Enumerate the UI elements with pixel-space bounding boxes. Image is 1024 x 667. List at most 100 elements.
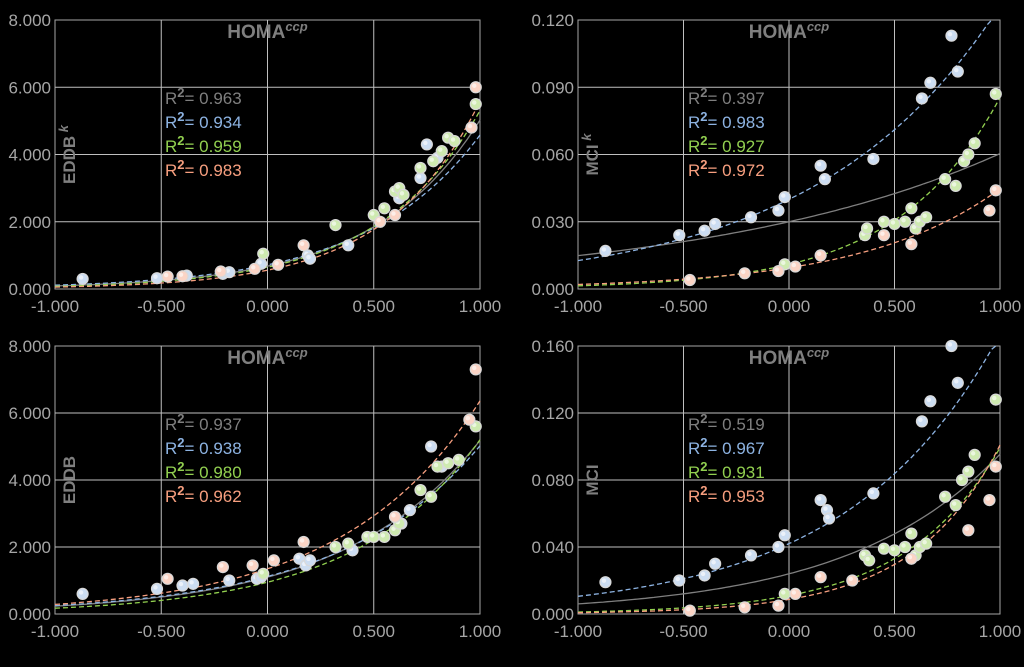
- data-point-highlight: [861, 551, 866, 557]
- data-point-highlight: [395, 184, 400, 189]
- data-point-highlight: [248, 561, 254, 567]
- fit-curve-green: [54, 110, 481, 287]
- data-point-highlight: [391, 513, 396, 518]
- data-point-highlight: [740, 603, 746, 608]
- x-tick-label: 0.000: [768, 297, 811, 316]
- data-point-highlight: [816, 496, 822, 501]
- data-point-highlight: [391, 526, 396, 531]
- data-point-highlight: [217, 267, 222, 273]
- r-squared-label-green: R2= 0.959: [165, 133, 242, 156]
- y-tick-label: 0.000: [8, 280, 51, 299]
- data-point-highlight: [970, 139, 976, 144]
- data-point-highlight: [295, 555, 301, 560]
- data-point-highlight: [331, 543, 337, 548]
- x-tick-label: 0.500: [352, 297, 395, 316]
- data-point-highlight: [907, 555, 913, 560]
- x-tick-label: -0.500: [659, 297, 707, 316]
- data-point-highlight: [380, 204, 386, 209]
- y-tick-label: 0.000: [531, 605, 574, 624]
- data-point-highlight: [78, 590, 84, 595]
- data-point-highlight: [922, 213, 927, 218]
- r-squared-label-orange: R2= 0.962: [165, 483, 242, 506]
- data-point-highlight: [78, 275, 84, 280]
- data-point-highlight: [791, 262, 797, 268]
- data-point-highlight: [450, 137, 456, 142]
- data-point-highlight: [406, 506, 411, 511]
- chart-title-text: HOMA: [227, 22, 285, 43]
- data-point-highlight: [880, 231, 885, 236]
- y-tick-label: 0.120: [531, 11, 574, 30]
- r-squared-label-green: R2= 0.931: [688, 459, 765, 482]
- r-squared-label-blue: R2= 0.934: [165, 109, 242, 132]
- data-point-highlight: [274, 261, 279, 266]
- r-squared-label-green: R2= 0.927: [688, 133, 765, 156]
- data-point-highlight: [178, 272, 184, 277]
- data-point-highlight: [700, 227, 706, 232]
- chart-title-text: HOMA: [749, 22, 807, 43]
- data-point-highlight: [781, 260, 786, 266]
- y-axis-label: MCI k: [579, 133, 602, 176]
- data-point-highlight: [299, 241, 305, 246]
- data-point-highlight: [225, 576, 230, 582]
- data-point-highlight: [863, 224, 868, 230]
- data-point-highlight: [781, 531, 786, 536]
- x-tick-label: -0.500: [137, 622, 185, 641]
- y-tick-label: 8.000: [8, 337, 51, 356]
- chart-title-text: HOMA: [227, 348, 285, 369]
- data-point-highlight: [153, 274, 158, 279]
- y-axis-label-text: EDDB: [60, 136, 79, 184]
- y-tick-label: 2.000: [8, 538, 51, 557]
- data-point-highlight: [774, 601, 780, 607]
- x-tick-label: 1.000: [979, 297, 1022, 316]
- y-tick-label: 0.030: [531, 213, 574, 232]
- data-point-highlight: [686, 276, 691, 281]
- data-point-highlight: [747, 551, 752, 557]
- data-point-highlight: [985, 496, 991, 501]
- r-squared-label-gray: R2= 0.963: [165, 85, 242, 108]
- data-point-highlight: [865, 556, 870, 562]
- data-point-highlight: [416, 174, 422, 179]
- data-point-highlight: [960, 157, 965, 162]
- y-tick-label: 6.000: [8, 404, 51, 423]
- x-tick-label: 0.000: [246, 622, 289, 641]
- y-tick-label: 0.120: [531, 404, 574, 423]
- data-point-highlight: [675, 576, 680, 582]
- data-point-highlight: [380, 533, 386, 538]
- data-point-highlight: [686, 606, 691, 612]
- data-point-highlight: [472, 83, 477, 88]
- data-point-highlight: [821, 175, 826, 180]
- fit-curve-blue: [577, 345, 997, 597]
- chart-title-superscript: ccp: [285, 345, 307, 360]
- y-tick-label: 0.060: [531, 146, 574, 165]
- chart-title: HOMAccp: [227, 19, 308, 43]
- data-point-highlight: [370, 533, 375, 538]
- data-point-highlight: [918, 417, 923, 423]
- data-point-highlight: [259, 249, 264, 255]
- x-tick-label: 1.000: [459, 297, 502, 316]
- fit-curve-blue: [54, 134, 481, 286]
- y-tick-label: 0.080: [531, 471, 574, 490]
- y-tick-label: 2.000: [8, 213, 51, 232]
- data-point-highlight: [455, 456, 460, 461]
- data-point-highlight: [774, 206, 780, 212]
- data-point-highlight: [416, 164, 422, 169]
- data-point-highlight: [951, 501, 957, 506]
- data-point-highlight: [992, 186, 997, 192]
- y-axis-label: EDDB k: [56, 124, 79, 184]
- data-point-highlight: [700, 571, 706, 577]
- x-tick-label: -1.000: [554, 622, 602, 641]
- data-point-highlight: [823, 506, 828, 511]
- data-point-highlight: [964, 526, 970, 531]
- data-point-highlight: [964, 150, 970, 156]
- data-point-highlight: [189, 580, 194, 585]
- data-point-highlight: [774, 543, 780, 548]
- data-point-highlight: [916, 218, 921, 223]
- data-point-highlight: [890, 220, 896, 225]
- fit-curve-gray: [577, 153, 1001, 257]
- y-axis-label: MCI: [583, 464, 602, 495]
- x-tick-label: 1.000: [979, 622, 1022, 641]
- x-tick-label: 0.000: [768, 622, 811, 641]
- data-point-highlight: [416, 486, 422, 491]
- y-axis-label-text: MCI: [583, 144, 602, 175]
- data-point-highlight: [918, 94, 923, 100]
